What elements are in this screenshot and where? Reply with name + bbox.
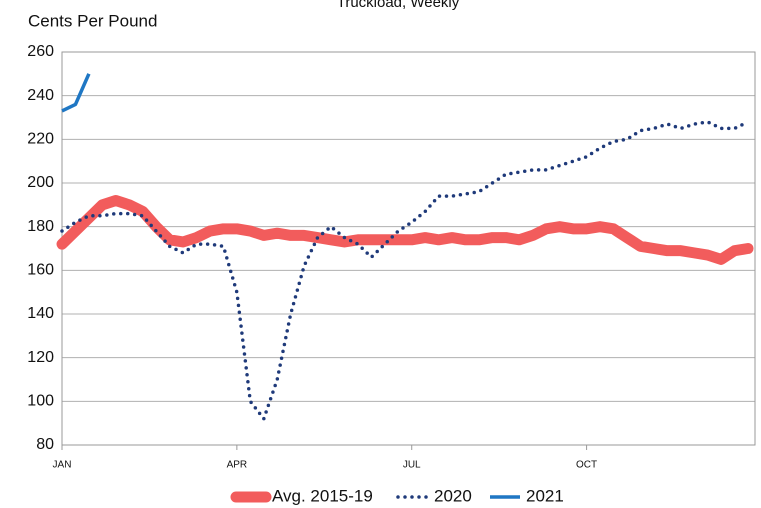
legend-label: 2020 [434, 486, 472, 505]
x-tick-label: JUL [403, 460, 421, 471]
series-line [60, 120, 750, 423]
y-tick-label: 100 [27, 393, 54, 410]
y-tick-label: 80 [36, 436, 54, 453]
y-tick-label: 260 [27, 43, 54, 60]
series-line [56, 194, 754, 265]
y-tick-label: 200 [27, 174, 54, 191]
y-tick-label: 220 [27, 131, 54, 148]
x-tick-label: OCT [576, 460, 597, 471]
y-tick-label: 140 [27, 305, 54, 322]
y-tick-label: 180 [27, 218, 54, 235]
y-tick-label: 120 [27, 349, 54, 366]
x-tick-label: JAN [53, 460, 72, 471]
legend-label: 2021 [526, 486, 564, 505]
y-tick-label: 160 [27, 262, 54, 279]
legend-label: Avg. 2015-19 [272, 486, 373, 505]
y-tick-label: 240 [27, 87, 54, 104]
x-tick-label: APR [227, 460, 248, 471]
y-axis-label: Cents Per Pound [28, 11, 157, 30]
chart-title: Truckload, Weekly [337, 0, 460, 11]
series-line [61, 73, 91, 113]
